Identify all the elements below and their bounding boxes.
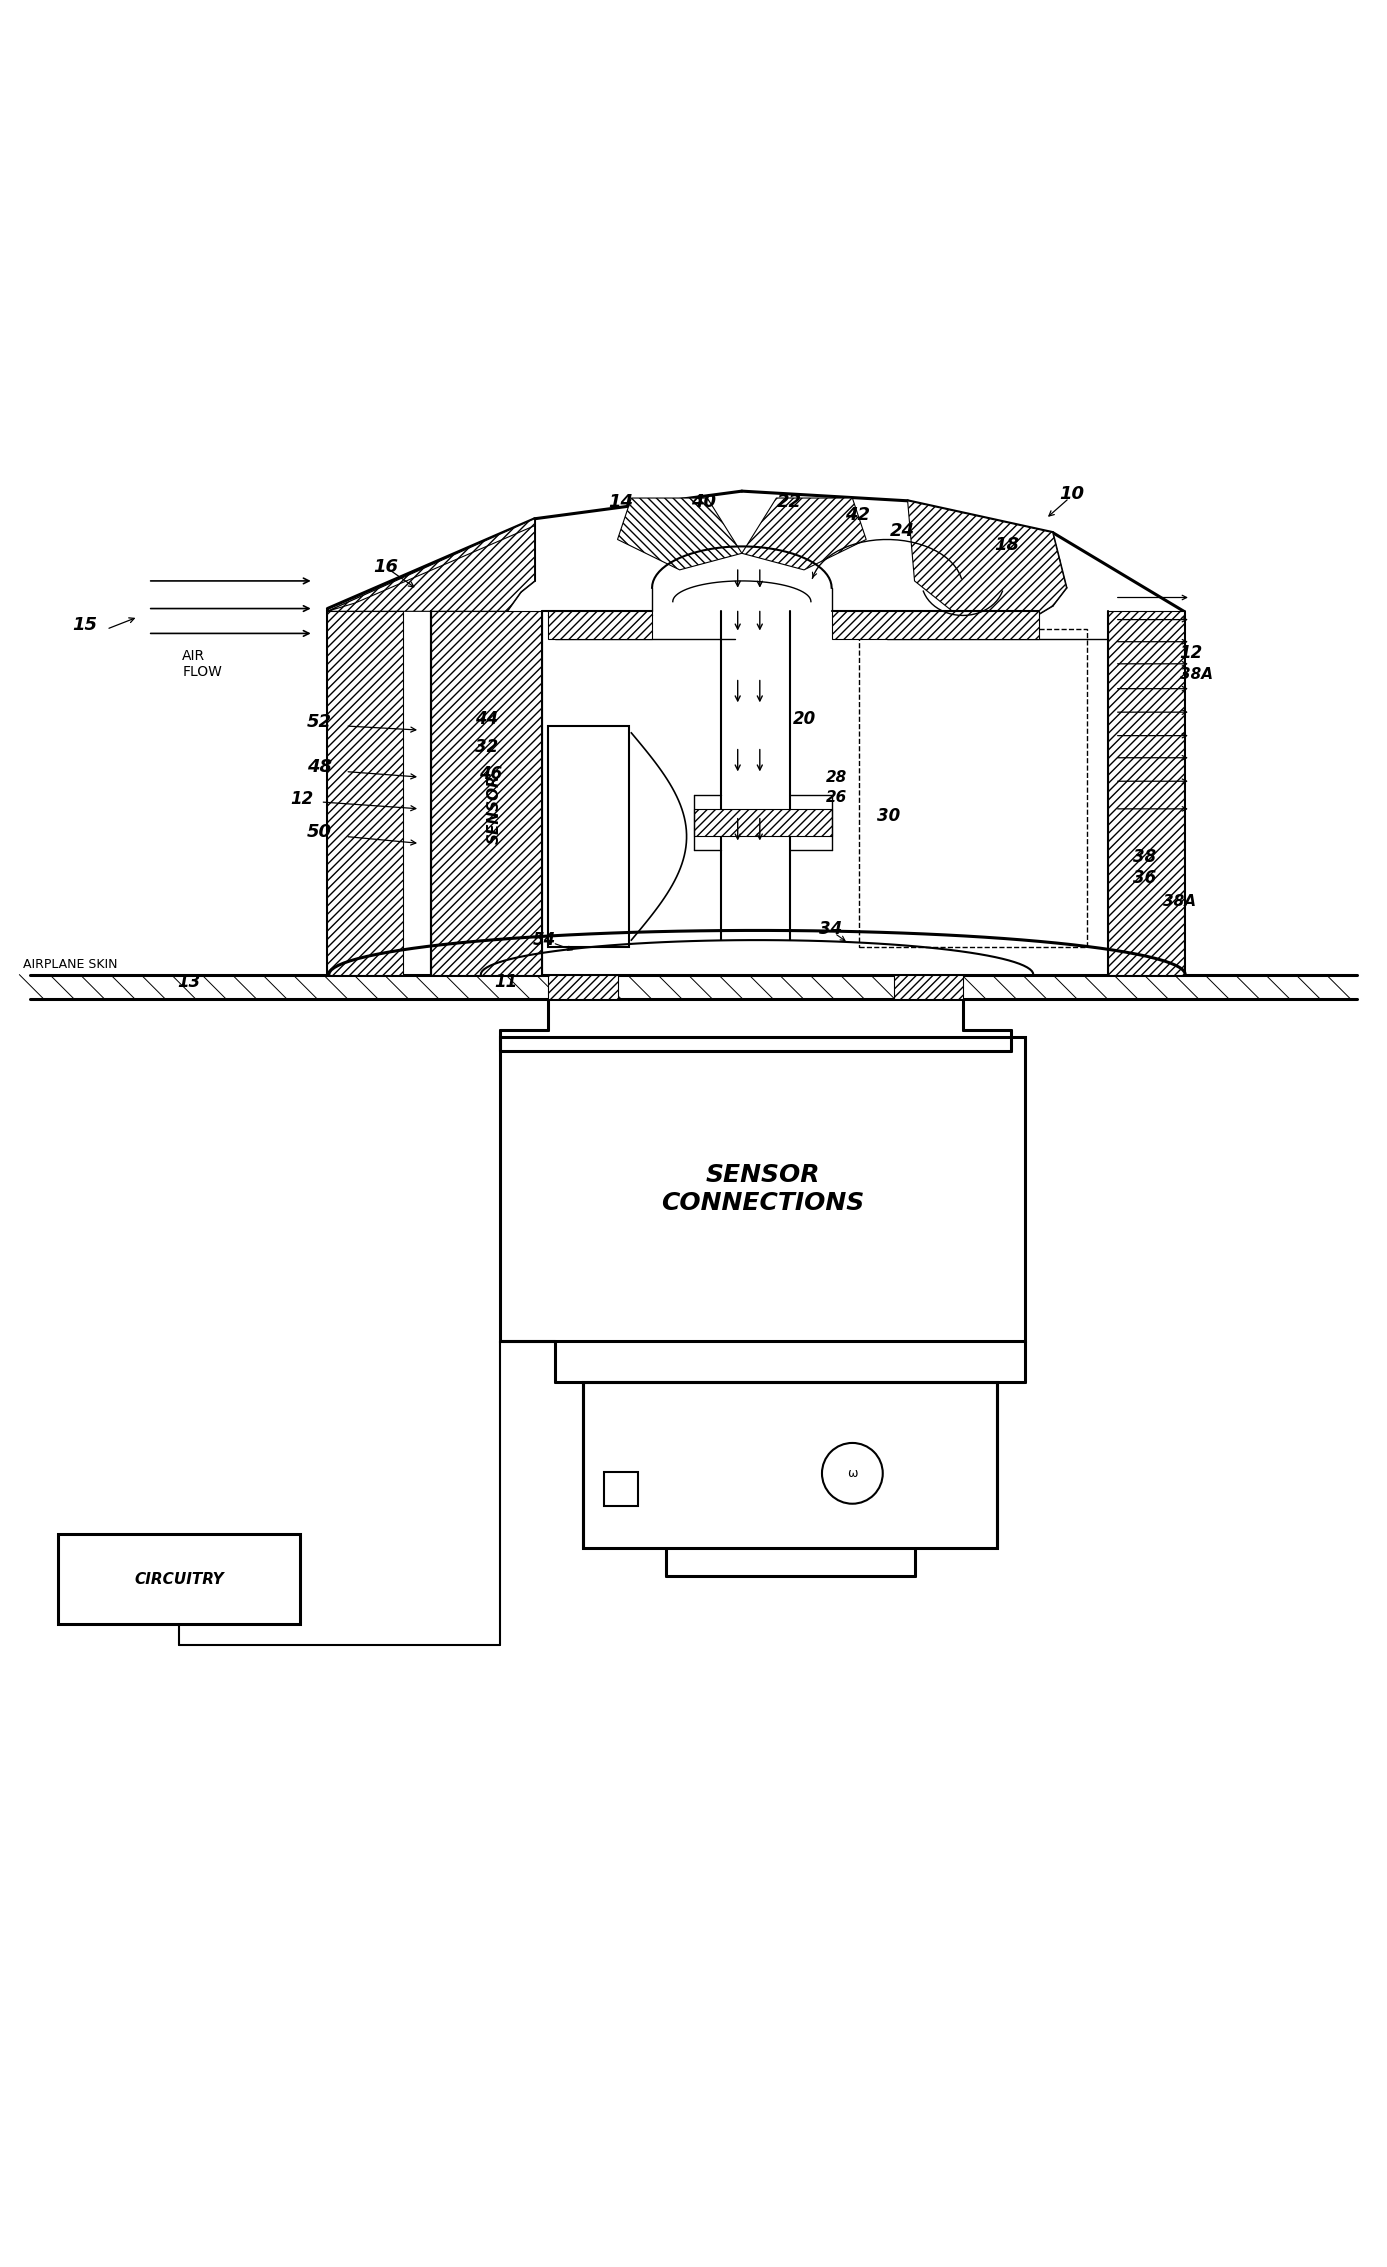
Text: 24: 24 — [889, 521, 914, 540]
Polygon shape — [327, 612, 404, 975]
Text: 13: 13 — [176, 973, 200, 991]
Text: ω: ω — [847, 1467, 857, 1480]
Text: 38: 38 — [1133, 848, 1155, 866]
Text: 38A: 38A — [1164, 893, 1196, 909]
Text: 44: 44 — [476, 710, 498, 728]
Text: 40: 40 — [691, 494, 716, 510]
Polygon shape — [327, 519, 534, 612]
Text: SENSOR: SENSOR — [487, 773, 502, 843]
Text: 50: 50 — [307, 823, 331, 841]
Text: CIRCUITRY: CIRCUITRY — [135, 1571, 223, 1587]
Polygon shape — [327, 519, 534, 612]
Text: SENSOR
CONNECTIONS: SENSOR CONNECTIONS — [662, 1163, 864, 1215]
Text: 18: 18 — [994, 535, 1019, 553]
Polygon shape — [832, 612, 1039, 639]
Text: 14: 14 — [608, 494, 632, 510]
Bar — [860, 630, 1087, 948]
Text: 26: 26 — [827, 791, 847, 805]
Text: 12: 12 — [290, 791, 313, 809]
Polygon shape — [742, 499, 865, 569]
Polygon shape — [694, 809, 832, 837]
Bar — [58, 1535, 300, 1623]
Text: 34: 34 — [820, 920, 842, 939]
Polygon shape — [1108, 612, 1184, 975]
Text: 20: 20 — [793, 710, 816, 728]
Text: 28: 28 — [827, 769, 847, 784]
Polygon shape — [893, 975, 963, 1000]
Polygon shape — [431, 612, 541, 975]
Text: 16: 16 — [373, 558, 398, 576]
Text: AIR
FLOW: AIR FLOW — [182, 648, 222, 678]
Polygon shape — [548, 612, 652, 639]
Polygon shape — [617, 499, 742, 569]
Text: 10: 10 — [1060, 485, 1085, 503]
Text: 48: 48 — [307, 759, 331, 775]
Bar — [603, 1471, 638, 1508]
Text: 30: 30 — [877, 807, 900, 825]
Text: 32: 32 — [476, 737, 498, 755]
Text: 42: 42 — [846, 506, 871, 524]
Text: 11: 11 — [495, 973, 517, 991]
Polygon shape — [907, 501, 1067, 614]
Bar — [501, 1036, 1025, 1340]
Text: 12: 12 — [1180, 644, 1203, 662]
Text: 36: 36 — [1133, 868, 1155, 886]
Text: 46: 46 — [480, 766, 502, 784]
Polygon shape — [548, 975, 617, 1000]
Text: 22: 22 — [777, 494, 802, 510]
Bar — [548, 725, 628, 948]
Text: 15: 15 — [72, 617, 97, 635]
Text: AIRPLANE SKIN: AIRPLANE SKIN — [24, 959, 118, 973]
Bar — [583, 1383, 997, 1548]
Text: 38A: 38A — [1180, 666, 1212, 682]
Text: 54: 54 — [533, 932, 556, 950]
Text: 52: 52 — [307, 712, 331, 730]
